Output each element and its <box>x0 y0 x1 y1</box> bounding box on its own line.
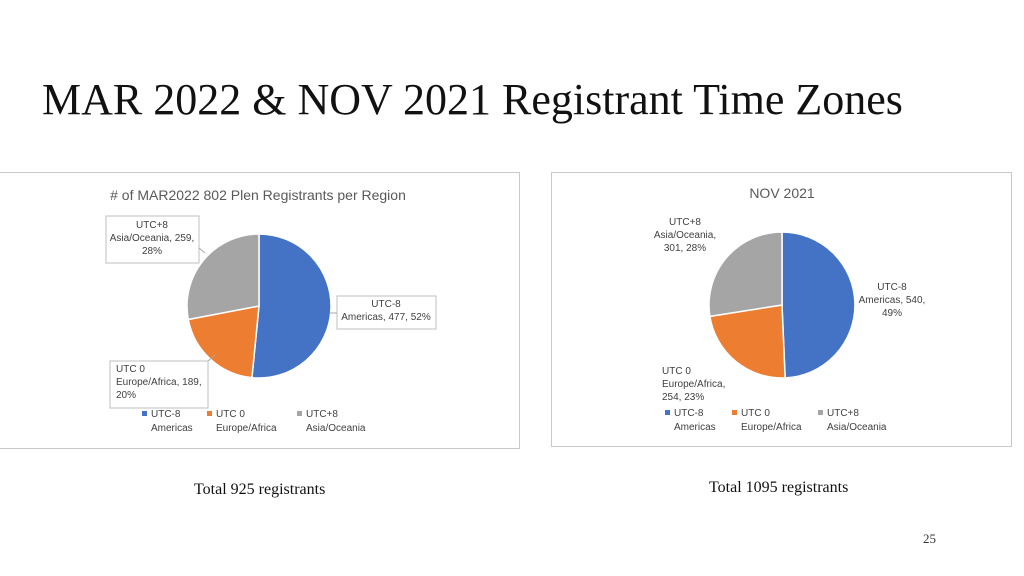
mar2022-total-caption: Total 925 registrants <box>194 481 326 498</box>
nov2021-slice-americas <box>781 231 856 379</box>
nov2021-data-label-line: Europe/Africa, <box>662 379 725 390</box>
nov2021-chart-frame: NOV 2021 UTC-8 Americas, 540, 49% UTC 0 Europ… <box>551 172 1012 447</box>
nov2021-data-label-line: 301, 28% <box>664 243 706 254</box>
nov2021-legend-label: UTC+8 <box>827 408 859 419</box>
mar2022-chart-title: # of MAR2022 802 Plen Registrants per Re… <box>110 187 406 203</box>
nov2021-data-label-line: UTC+8 <box>669 217 701 228</box>
nov2021-slice-asia-oceania <box>708 231 783 318</box>
nov2021-data-label-asia-oceania: UTC+8 Asia/Oceania, 301, 28% <box>654 217 716 254</box>
page-number: 25 <box>923 531 936 546</box>
mar2022-legend-europe-africa: UTC 0 Europe/Africa <box>207 409 277 434</box>
mar2022-data-label-line: 20% <box>116 390 136 401</box>
mar2022-data-label-line: UTC-8 <box>371 299 401 310</box>
nov2021-data-label-europe-africa: UTC 0 Europe/Africa, 254, 23% <box>662 366 725 403</box>
nov2021-slice-europe-africa <box>709 304 786 379</box>
mar2022-legend-swatch <box>142 411 147 416</box>
mar2022-legend-swatch <box>207 411 212 416</box>
nov2021-legend-americas: UTC-8 Americas <box>665 408 716 433</box>
mar2022-legend-label: UTC-8 <box>151 409 181 420</box>
nov2021-chart-title: NOV 2021 <box>749 185 815 201</box>
nov2021-legend-label: Asia/Oceania <box>827 422 887 433</box>
nov2021-legend-swatch <box>665 410 670 415</box>
nov2021-data-label-americas: UTC-8 Americas, 540, 49% <box>859 282 926 319</box>
mar2022-pie-chart: # of MAR2022 802 Plen Registrants per Re… <box>105 187 437 434</box>
nov2021-data-label-line: UTC-8 <box>877 282 907 293</box>
mar2022-legend-asia-oceania: UTC+8 Asia/Oceania <box>297 409 366 434</box>
nov2021-pie-chart: NOV 2021 UTC-8 Americas, 540, 49% UTC 0 Europ… <box>654 185 926 433</box>
nov2021-data-label-line: 49% <box>882 308 902 319</box>
mar2022-legend-label: Americas <box>151 423 193 434</box>
mar2022-legend-label: Asia/Oceania <box>306 423 366 434</box>
nov2021-legend-label: Europe/Africa <box>741 422 802 433</box>
mar2022-slice-americas <box>251 233 332 379</box>
slide-title: MAR 2022 & NOV 2021 Registrant Time Zone… <box>42 75 903 124</box>
nov2021-data-label-line: UTC 0 <box>662 366 691 377</box>
mar2022-data-label-asia-oceania: UTC+8 Asia/Oceania, 259, 28% <box>105 215 206 264</box>
nov2021-legend-swatch <box>732 410 737 415</box>
nov2021-data-label-line: Asia/Oceania, <box>654 230 716 241</box>
mar2022-data-label-line: UTC 0 <box>116 364 145 375</box>
nov2021-data-label-line: 254, 23% <box>662 392 704 403</box>
mar2022-data-label-line: Asia/Oceania, 259, <box>110 233 195 244</box>
mar2022-legend-label: UTC+8 <box>306 409 338 420</box>
nov2021-legend-label: UTC 0 <box>741 408 770 419</box>
mar2022-data-label-line: Europe/Africa, 189, <box>116 377 202 388</box>
nov2021-total-caption: Total 1095 registrants <box>709 479 849 496</box>
nov2021-legend-swatch <box>818 410 823 415</box>
mar2022-data-label-europe-africa: UTC 0 Europe/Africa, 189, 20% <box>109 354 216 409</box>
mar2022-slice-asia-oceania <box>186 233 260 321</box>
nov2021-legend-europe-africa: UTC 0 Europe/Africa <box>732 408 802 433</box>
mar2022-data-label-americas: UTC-8 Americas, 477, 52% <box>330 295 437 330</box>
mar2022-data-label-line: Americas, 477, 52% <box>341 312 431 323</box>
nov2021-data-label-line: Americas, 540, <box>859 295 926 306</box>
mar2022-legend-label: Europe/Africa <box>216 423 277 434</box>
mar2022-legend-swatch <box>297 411 302 416</box>
mar2022-data-label-line: UTC+8 <box>136 220 168 231</box>
mar2022-chart-frame: # of MAR2022 802 Plen Registrants per Re… <box>0 172 520 449</box>
mar2022-legend-americas: UTC-8 Americas <box>142 409 193 434</box>
mar2022-data-label-line: 28% <box>142 246 162 257</box>
nov2021-legend-asia-oceania: UTC+8 Asia/Oceania <box>818 408 887 433</box>
nov2021-legend-label: Americas <box>674 422 716 433</box>
nov2021-legend-label: UTC-8 <box>674 408 704 419</box>
mar2022-legend-label: UTC 0 <box>216 409 245 420</box>
